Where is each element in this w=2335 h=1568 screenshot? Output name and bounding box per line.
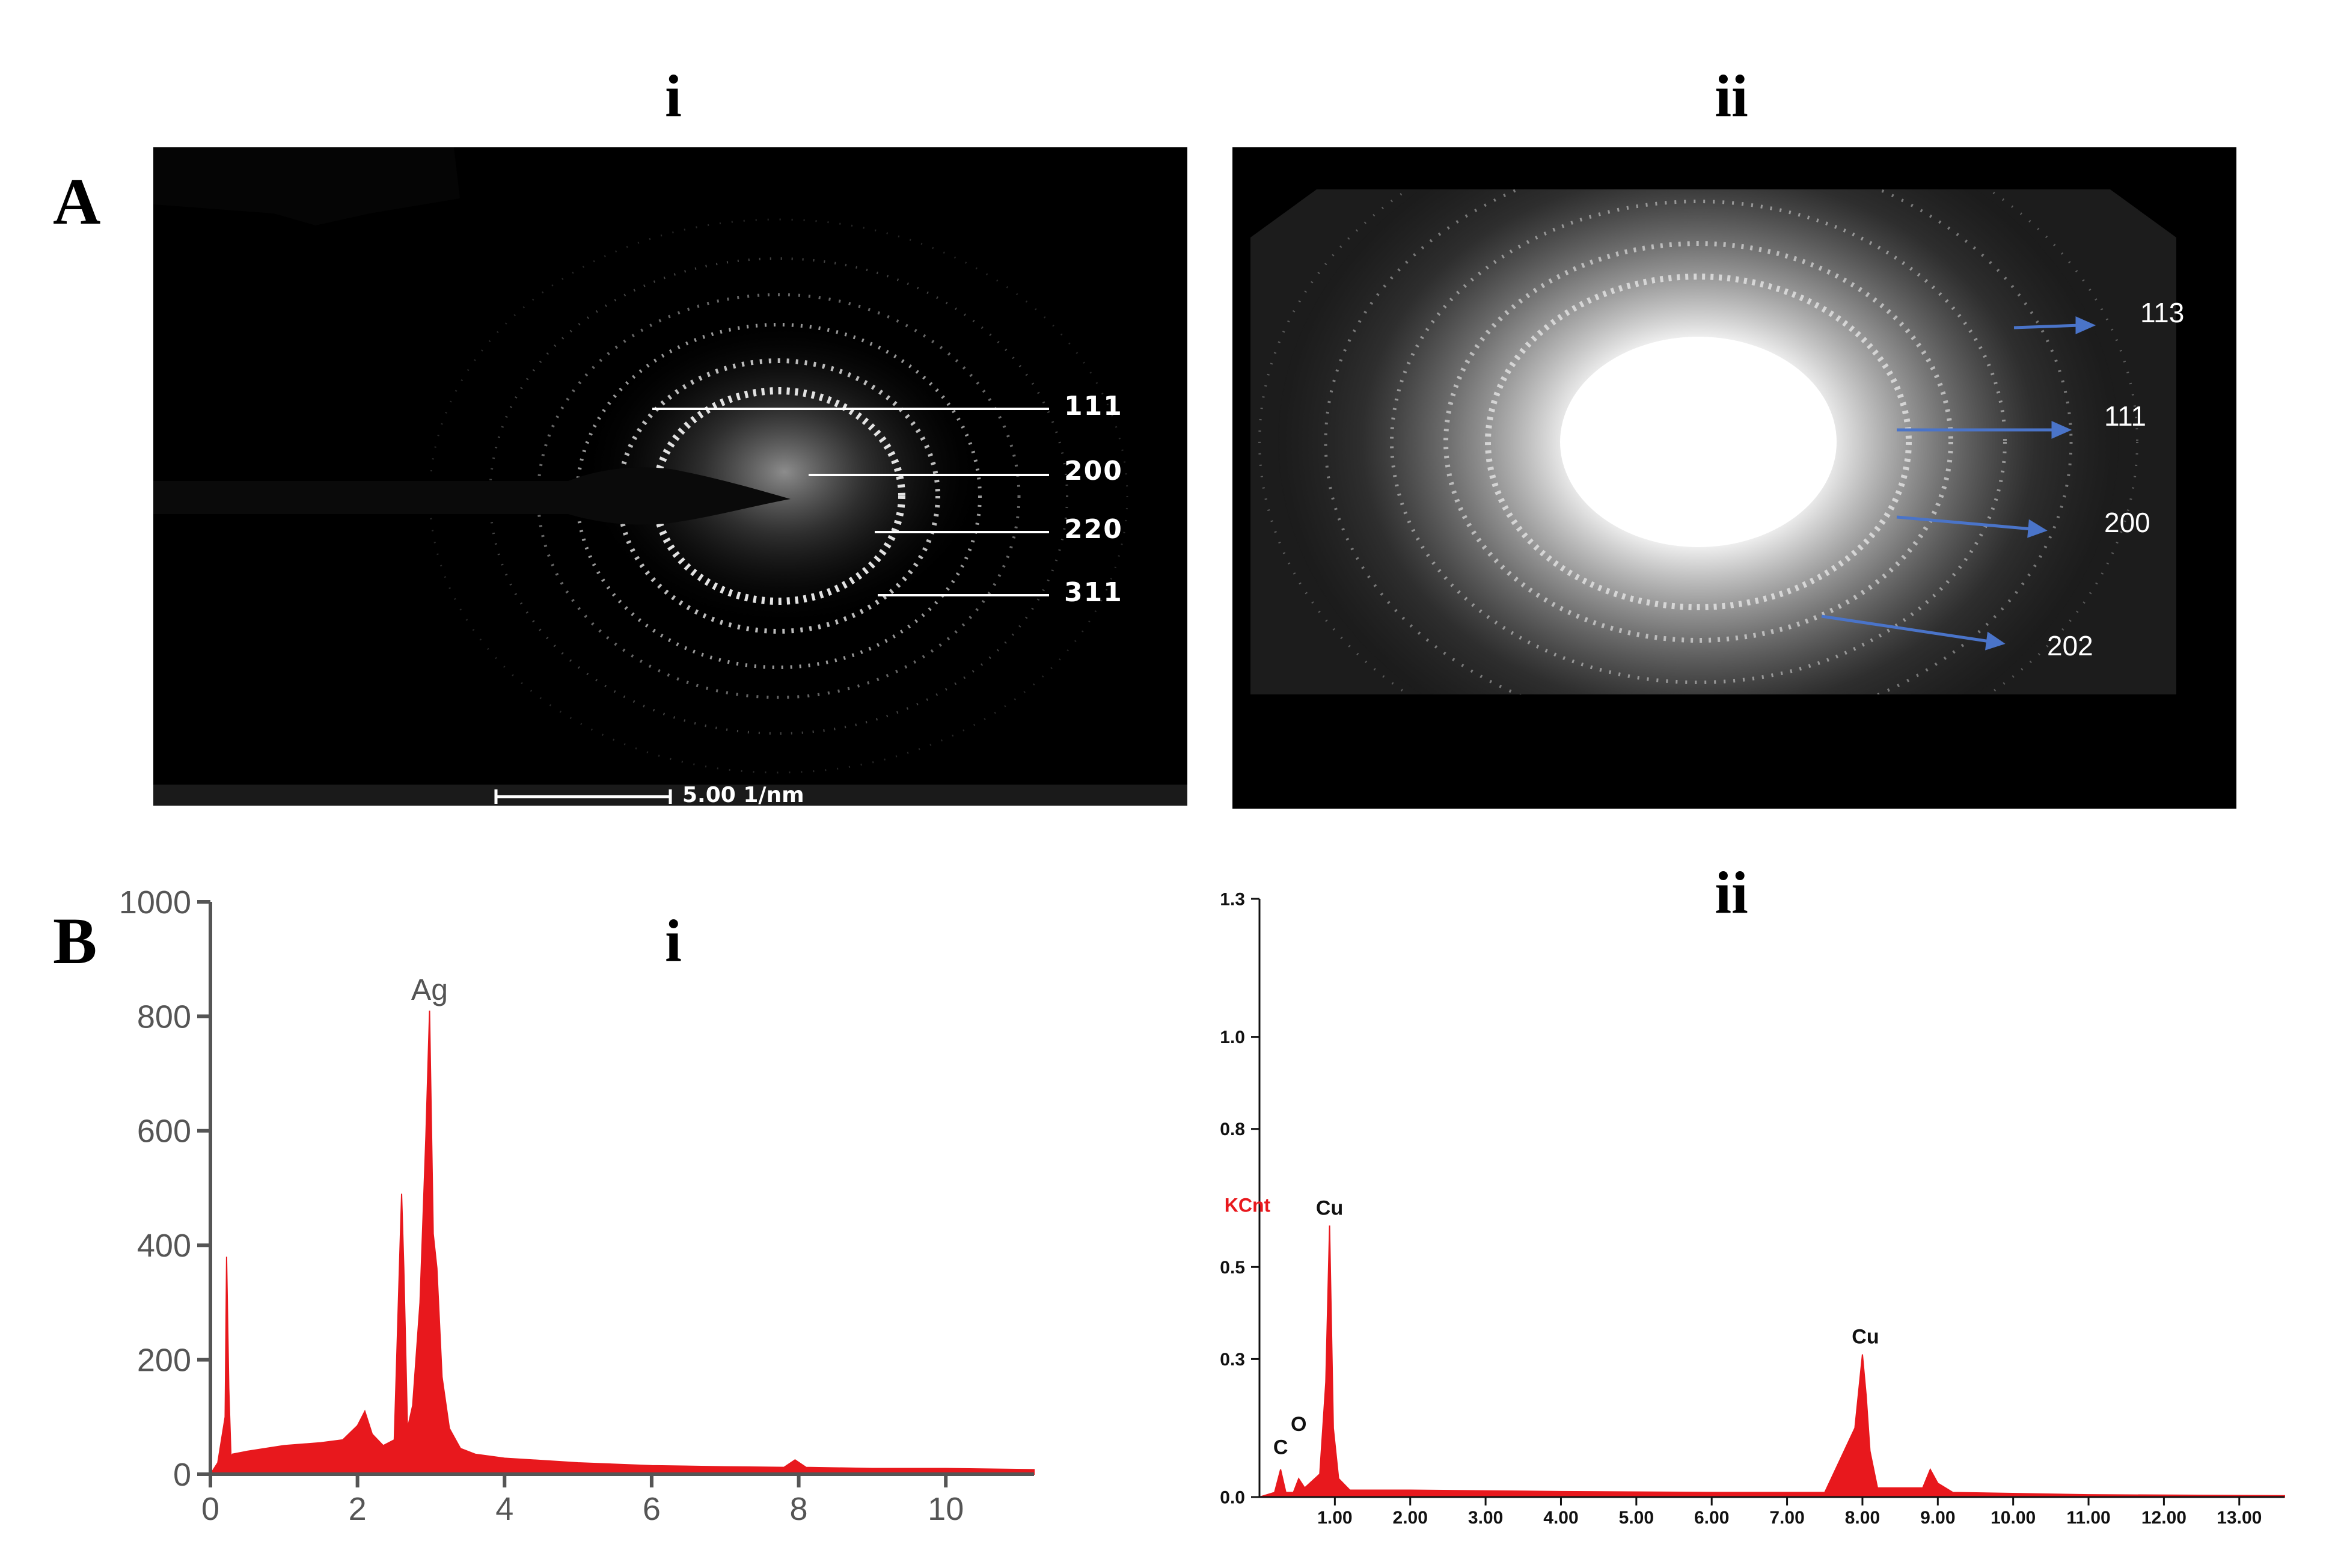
y-tick-label: 600 <box>137 1113 191 1150</box>
y-tick-label: 1000 <box>119 884 191 920</box>
x-tick-label: 9.00 <box>1920 1508 1955 1528</box>
ring-label-113: 113 <box>2140 297 2185 328</box>
ring-label-311: 311 <box>1064 577 1123 608</box>
x-tick-label: 7.00 <box>1769 1508 1804 1528</box>
x-tick-label: 8 <box>790 1491 808 1527</box>
panel-letter-b: B <box>53 904 97 978</box>
panel-letter-a: A <box>53 165 101 238</box>
ring-label-111: 111 <box>2104 400 2146 432</box>
edx-spectrum-i: 0 200 400 600 800 1000 0 2 4 6 8 10 Ag <box>119 884 1035 1527</box>
x-tick-label: 13.00 <box>2217 1508 2262 1528</box>
ring-label-220: 220 <box>1064 514 1123 545</box>
y-tick-label: 1.3 <box>1220 890 1245 910</box>
x-tick-label: 11.00 <box>2066 1508 2110 1528</box>
x-tick-label: 5.00 <box>1619 1508 1654 1528</box>
subtitle-a-i: i <box>665 63 682 129</box>
y-tick-label: 800 <box>137 999 191 1035</box>
subtitle-a-ii: ii <box>1715 63 1748 129</box>
ring-label-111: 111 <box>1064 391 1123 421</box>
redacted-area <box>153 147 460 225</box>
subtitle-b-i: i <box>665 907 682 974</box>
x-tick-label: 3.00 <box>1468 1508 1503 1528</box>
saed-pattern-i-image <box>153 147 1187 806</box>
beam-stopper <box>153 467 791 525</box>
y-tick-label: 0.0 <box>1220 1488 1245 1508</box>
x-tick-label: 6.00 <box>1694 1508 1729 1528</box>
x-tick-label: 2 <box>349 1491 367 1527</box>
x-tick-label: 10.00 <box>1991 1508 2036 1528</box>
y-tick-label: 200 <box>137 1343 191 1379</box>
x-tick-label: 4 <box>495 1491 513 1527</box>
ring-label-202: 202 <box>2047 630 2093 661</box>
saed-pattern-ii: 113 111 200 202 <box>1232 147 2236 809</box>
x-tick-label: 1.00 <box>1317 1508 1352 1528</box>
peak-label: Ag <box>411 973 448 1006</box>
y-axis-label: KCnt <box>1225 1194 1271 1216</box>
y-tick-label: 1.0 <box>1220 1027 1245 1047</box>
x-tick-label: 10 <box>928 1491 964 1527</box>
edx-spectrum-ii: 0.0 0.3 0.5 0.8 1.0 1.3 1.00 2.00 3.00 4.00 5.00 6.… <box>1220 890 2285 1528</box>
ring-label-200: 200 <box>1064 456 1123 486</box>
scale-bar-label: 5.00 1/nm <box>682 783 804 806</box>
x-tick-label: 6 <box>643 1491 661 1527</box>
peak-label: O <box>1291 1413 1306 1436</box>
ring-label-200: 200 <box>2104 507 2150 538</box>
spectrum-area <box>1259 1225 2285 1498</box>
spectrum-area <box>209 1010 1035 1475</box>
y-tick-label: 0.8 <box>1220 1119 1245 1139</box>
saed-pattern-i: 111 200 220 311 5.00 1/nm <box>153 147 1187 806</box>
x-tick-label: 12.00 <box>2141 1508 2187 1528</box>
y-tick-label: 0.5 <box>1220 1258 1245 1278</box>
x-tick-label: 2.00 <box>1393 1508 1428 1528</box>
peak-label: Cu <box>1852 1326 1879 1349</box>
peak-label: Cu <box>1316 1196 1343 1219</box>
y-tick-label: 400 <box>137 1228 191 1264</box>
x-tick-label: 8.00 <box>1845 1508 1880 1528</box>
x-tick-label: 4.00 <box>1543 1508 1578 1528</box>
saed-pattern-ii-image <box>1232 147 2236 809</box>
subtitle-b-ii: ii <box>1715 859 1748 926</box>
y-tick-label: 0.3 <box>1220 1350 1245 1370</box>
x-tick-label: 0 <box>201 1491 219 1527</box>
peak-label: C <box>1273 1436 1288 1459</box>
y-tick-label: 0 <box>173 1457 191 1493</box>
arrows-ii <box>1821 316 2096 651</box>
